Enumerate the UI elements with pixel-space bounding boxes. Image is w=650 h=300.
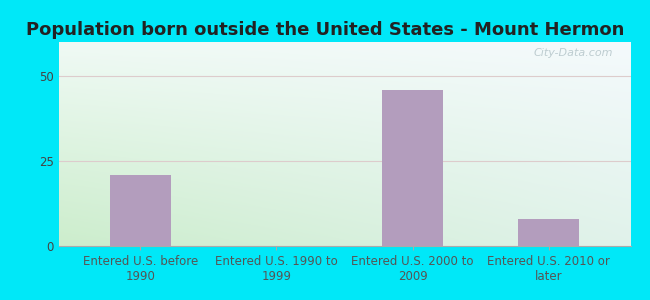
Text: Population born outside the United States - Mount Hermon: Population born outside the United State… <box>26 21 624 39</box>
Text: City-Data.com: City-Data.com <box>534 48 614 58</box>
Bar <box>518 219 579 246</box>
Bar <box>110 175 171 246</box>
Bar <box>382 90 443 246</box>
